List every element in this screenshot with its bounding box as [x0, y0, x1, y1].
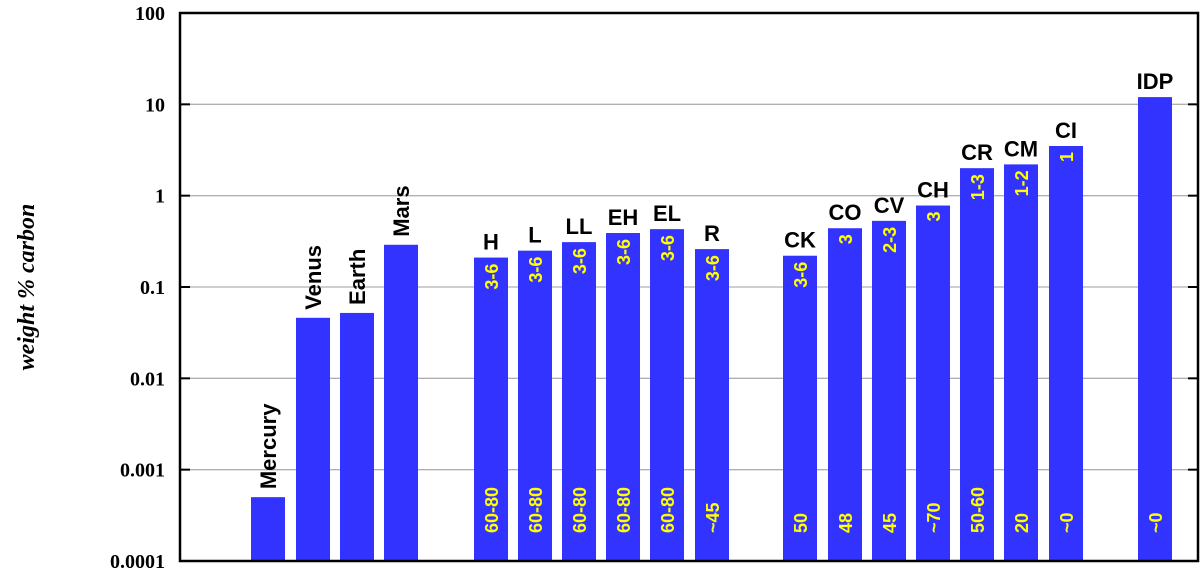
- upper-label: 1: [1057, 152, 1077, 162]
- bar-ck: [783, 255, 817, 561]
- lower-label: 45: [880, 513, 900, 533]
- upper-label: 3-6: [570, 248, 590, 274]
- lower-label: ~0: [1146, 512, 1166, 533]
- lower-label: 20: [1012, 513, 1032, 533]
- category-label: CI: [1055, 118, 1077, 143]
- upper-label: 1-2: [1012, 170, 1032, 196]
- bar-h: [474, 257, 508, 561]
- category-label: Mars: [389, 185, 414, 236]
- upper-label: 3: [836, 234, 856, 244]
- lower-label: ~70: [924, 502, 944, 533]
- category-label: CH: [917, 178, 949, 203]
- y-tick-label: 0.01: [130, 368, 165, 390]
- bars: Mercury Venus Earth Mars H 3-6 60-80 L 3-6 60-80 L…: [251, 69, 1174, 562]
- bar-l: [518, 250, 552, 561]
- category-label: L: [528, 223, 541, 248]
- lower-label: 60-80: [570, 487, 590, 533]
- lower-label: ~0: [1057, 512, 1077, 533]
- category-label: Venus: [301, 245, 326, 310]
- bar-cv: [872, 220, 906, 561]
- upper-label: 2-3: [880, 227, 900, 253]
- upper-label: 3: [924, 212, 944, 222]
- y-tick-label: 0.0001: [110, 551, 165, 573]
- category-label: IDP: [1137, 69, 1174, 94]
- category-label: EL: [653, 201, 681, 226]
- bar-cm: [1004, 164, 1038, 561]
- category-label: CO: [829, 200, 862, 225]
- bar-ch: [916, 205, 950, 561]
- bar-ci: [1049, 145, 1083, 562]
- category-label: LL: [566, 214, 593, 239]
- bar-el: [650, 229, 684, 561]
- upper-label: 1-3: [968, 174, 988, 200]
- lower-label: 60-80: [526, 487, 546, 533]
- bar-eh: [606, 233, 640, 561]
- category-label: CM: [1004, 136, 1038, 161]
- upper-label: 3-6: [482, 264, 502, 290]
- y-tick-label: 0.001: [120, 460, 165, 482]
- lower-label: 48: [836, 513, 856, 533]
- bar-ll: [562, 242, 596, 561]
- category-label: CV: [874, 193, 905, 218]
- category-label: CR: [961, 140, 993, 165]
- y-tick-label: 0.1: [140, 277, 165, 299]
- upper-label: 3-6: [526, 257, 546, 283]
- bar-mars: [384, 244, 418, 562]
- y-tick-label: 10: [145, 94, 165, 116]
- category-label: Earth: [345, 249, 370, 305]
- category-label: Mercury: [256, 403, 281, 489]
- lower-label: ~45: [703, 502, 723, 533]
- bar-earth: [340, 312, 374, 561]
- bar-mercury: [251, 497, 285, 561]
- upper-label: 3-6: [658, 235, 678, 261]
- category-label: EH: [608, 205, 639, 230]
- lower-label: 60-80: [658, 487, 678, 533]
- y-axis-label: weight % carbon: [14, 204, 40, 371]
- bar-r: [695, 249, 729, 561]
- category-label: R: [704, 221, 720, 246]
- lower-label: 50: [791, 513, 811, 533]
- upper-label: 3-6: [614, 239, 634, 265]
- bar-venus: [296, 317, 330, 561]
- grid-lines: [180, 103, 1198, 471]
- category-label: H: [483, 230, 499, 255]
- y-ticks: 0.0001 0.001 0.01 0.1 1 10 100: [110, 3, 1198, 573]
- lower-label: 50-60: [968, 487, 988, 533]
- bar-cr: [960, 168, 994, 561]
- lower-label: 60-80: [614, 487, 634, 533]
- lower-label: 60-80: [482, 487, 502, 533]
- upper-label: 3-6: [703, 255, 723, 281]
- y-tick-label: 1: [155, 186, 165, 208]
- upper-label: 3-6: [791, 262, 811, 288]
- bar-idp: [1138, 97, 1172, 562]
- y-tick-label: 100: [135, 3, 165, 25]
- bar-co: [828, 228, 862, 561]
- category-label: CK: [784, 228, 816, 253]
